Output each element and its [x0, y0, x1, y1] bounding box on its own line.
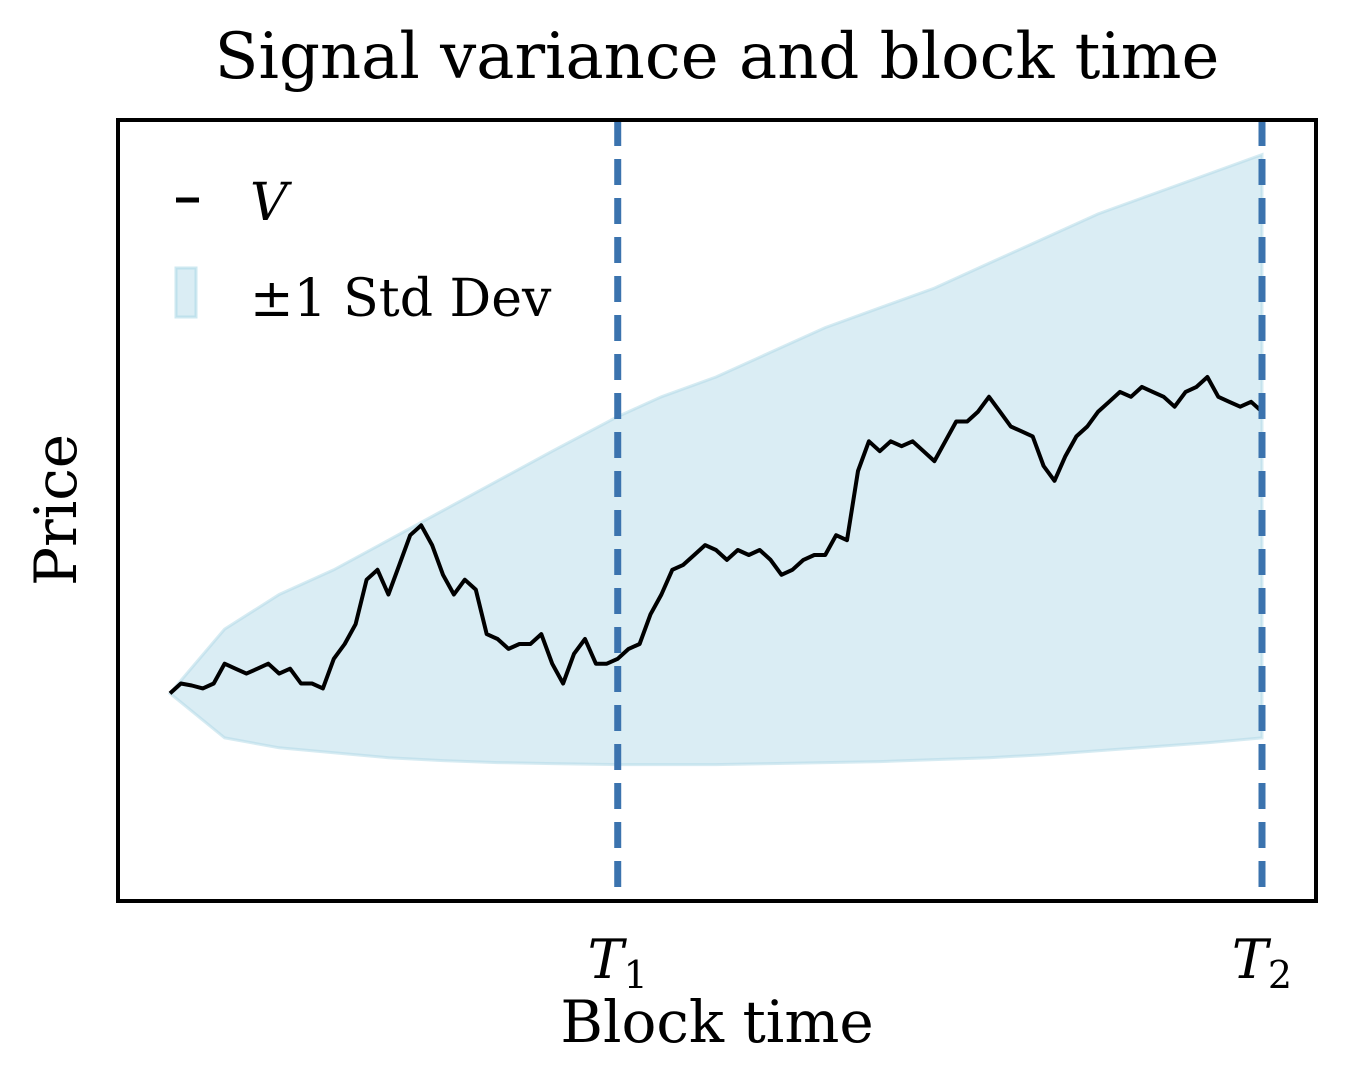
y-axis-label: Price — [22, 434, 90, 586]
legend-swatch-band — [174, 266, 198, 319]
plot-area — [167, 120, 1266, 901]
series-line-0 — [168, 375, 1264, 695]
legend: V ±1 Std Dev — [174, 173, 552, 329]
std-dev-band — [167, 152, 1264, 767]
x-tick-label-2: T2 — [1232, 928, 1292, 997]
legend-label-v: V — [250, 173, 292, 233]
x-tick-label-1: T1 — [588, 928, 648, 997]
chart-title: Signal variance and block time — [215, 20, 1220, 94]
x-ticks: T1 T2 — [588, 928, 1292, 997]
legend-label-band: ±1 Std Dev — [250, 269, 552, 329]
plot-frame — [116, 118, 1318, 903]
x-axis-label: Block time — [560, 988, 873, 1056]
